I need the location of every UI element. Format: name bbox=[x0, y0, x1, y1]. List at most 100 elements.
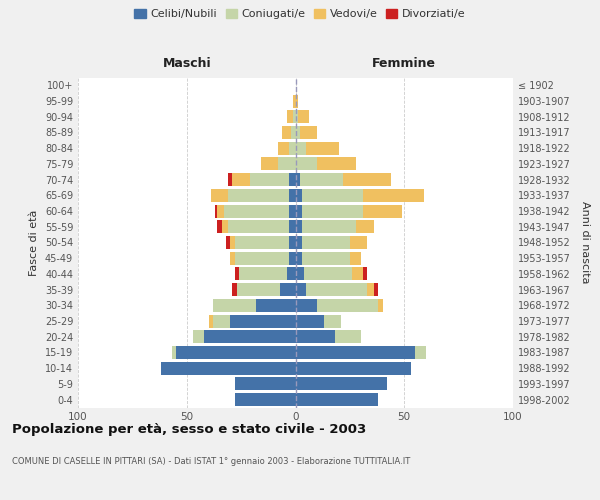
Bar bbox=[363, 189, 424, 202]
Bar bbox=[235, 252, 289, 264]
Bar bbox=[296, 236, 302, 249]
Bar bbox=[296, 378, 387, 390]
Bar bbox=[296, 314, 324, 328]
Bar bbox=[250, 173, 289, 186]
Bar bbox=[289, 142, 296, 154]
Bar bbox=[228, 189, 289, 202]
Bar bbox=[350, 252, 361, 264]
Bar bbox=[296, 158, 317, 170]
Bar bbox=[291, 126, 296, 139]
Bar bbox=[289, 189, 296, 202]
Bar bbox=[256, 299, 296, 312]
Bar bbox=[278, 158, 296, 170]
Bar bbox=[296, 252, 302, 264]
Bar bbox=[289, 204, 296, 218]
Bar bbox=[317, 158, 356, 170]
Bar bbox=[278, 142, 289, 154]
Bar bbox=[296, 173, 300, 186]
Bar bbox=[217, 220, 221, 233]
Bar bbox=[176, 346, 296, 359]
Bar bbox=[211, 189, 228, 202]
Bar bbox=[367, 283, 374, 296]
Bar bbox=[215, 204, 217, 218]
Bar bbox=[296, 110, 298, 123]
Bar bbox=[296, 268, 304, 280]
Bar bbox=[235, 268, 239, 280]
Bar bbox=[230, 252, 235, 264]
Bar bbox=[209, 314, 213, 328]
Bar bbox=[289, 252, 296, 264]
Bar bbox=[228, 220, 289, 233]
Text: COMUNE DI CASELLE IN PITTARI (SA) - Dati ISTAT 1° gennaio 2003 - Elaborazione TU: COMUNE DI CASELLE IN PITTARI (SA) - Dati… bbox=[12, 458, 410, 466]
Bar bbox=[280, 283, 296, 296]
Bar bbox=[239, 268, 287, 280]
Bar bbox=[415, 346, 426, 359]
Bar bbox=[302, 220, 356, 233]
Bar bbox=[300, 173, 343, 186]
Bar bbox=[352, 268, 363, 280]
Bar bbox=[307, 283, 367, 296]
Bar bbox=[300, 126, 317, 139]
Bar bbox=[298, 110, 308, 123]
Bar bbox=[302, 189, 363, 202]
Bar bbox=[296, 126, 300, 139]
Y-axis label: Fasce di età: Fasce di età bbox=[29, 210, 39, 276]
Bar bbox=[293, 94, 296, 108]
Bar bbox=[161, 362, 296, 374]
Bar bbox=[172, 346, 176, 359]
Bar bbox=[287, 268, 296, 280]
Text: Popolazione per età, sesso e stato civile - 2003: Popolazione per età, sesso e stato civil… bbox=[12, 422, 366, 436]
Bar bbox=[378, 299, 383, 312]
Bar bbox=[302, 204, 363, 218]
Bar bbox=[302, 236, 350, 249]
Bar bbox=[296, 330, 335, 343]
Bar bbox=[237, 283, 280, 296]
Bar bbox=[363, 268, 367, 280]
Bar bbox=[293, 110, 296, 123]
Bar bbox=[213, 314, 230, 328]
Bar bbox=[226, 236, 230, 249]
Bar bbox=[296, 299, 317, 312]
Bar bbox=[296, 283, 307, 296]
Bar bbox=[193, 330, 204, 343]
Bar bbox=[302, 252, 350, 264]
Bar bbox=[356, 220, 374, 233]
Bar bbox=[374, 283, 378, 296]
Bar bbox=[324, 314, 341, 328]
Bar bbox=[304, 268, 352, 280]
Text: Maschi: Maschi bbox=[163, 57, 211, 70]
Bar bbox=[296, 94, 298, 108]
Bar bbox=[232, 173, 250, 186]
Bar bbox=[296, 346, 415, 359]
Bar bbox=[307, 142, 339, 154]
Bar bbox=[232, 283, 237, 296]
Bar bbox=[296, 204, 302, 218]
Bar bbox=[283, 126, 291, 139]
Bar bbox=[289, 236, 296, 249]
Bar bbox=[287, 110, 293, 123]
Bar bbox=[235, 378, 296, 390]
Bar bbox=[363, 204, 402, 218]
Bar bbox=[217, 204, 224, 218]
Legend: Celibi/Nubili, Coniugati/e, Vedovi/e, Divorziati/e: Celibi/Nubili, Coniugati/e, Vedovi/e, Di… bbox=[131, 6, 469, 22]
Bar bbox=[230, 314, 296, 328]
Bar bbox=[221, 220, 228, 233]
Bar bbox=[296, 220, 302, 233]
Bar bbox=[224, 204, 289, 218]
Bar bbox=[343, 173, 391, 186]
Bar bbox=[213, 299, 256, 312]
Bar bbox=[296, 142, 307, 154]
Bar bbox=[296, 189, 302, 202]
Bar bbox=[228, 173, 232, 186]
Bar bbox=[317, 299, 378, 312]
Bar bbox=[289, 220, 296, 233]
Text: Femmine: Femmine bbox=[372, 57, 436, 70]
Bar bbox=[235, 393, 296, 406]
Bar bbox=[204, 330, 296, 343]
Bar bbox=[296, 393, 378, 406]
Bar bbox=[235, 236, 289, 249]
Bar bbox=[261, 158, 278, 170]
Bar bbox=[289, 173, 296, 186]
Bar bbox=[350, 236, 367, 249]
Bar bbox=[296, 362, 411, 374]
